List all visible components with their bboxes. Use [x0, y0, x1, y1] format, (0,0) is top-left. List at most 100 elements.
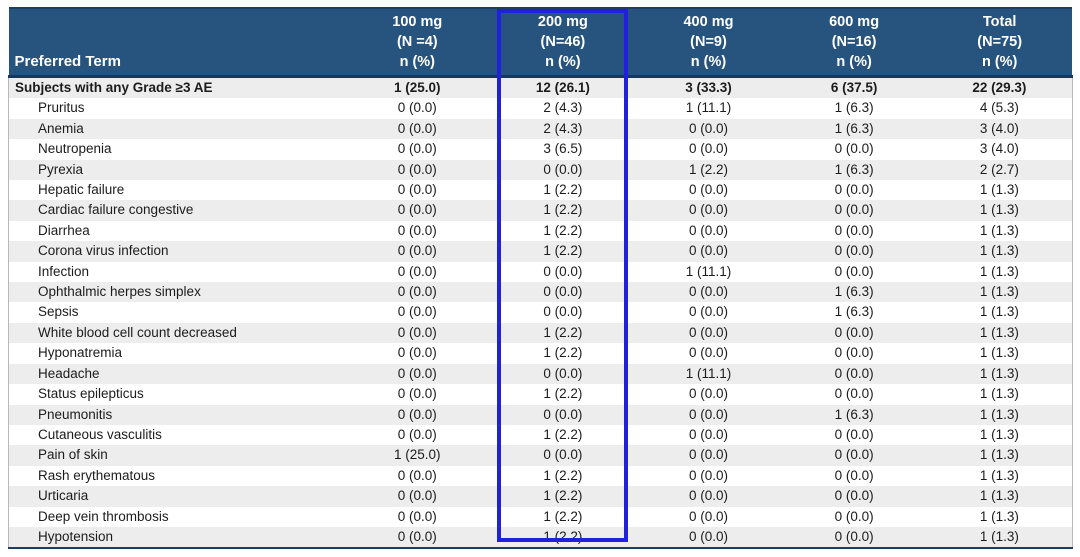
value-cell: 0 (0.0) [781, 241, 927, 262]
value-cell: 0 (0.0) [781, 322, 927, 344]
value-cell: 1 (2.2) [543, 222, 583, 238]
value-cell: 0 (0.0) [344, 404, 491, 425]
dose-label: Total [982, 14, 1017, 30]
preferred-term-cell: Anemia [8, 118, 345, 140]
value-cell: 1 (11.1) [635, 363, 782, 385]
value-cell: 1 (1.3) [926, 424, 1073, 446]
value-cell: 1 (11.1) [685, 263, 732, 279]
preferred-term-cell: Corona virus infection [8, 241, 345, 262]
value-cell: 0 (0.0) [834, 141, 874, 157]
value-cell: 1 (2.2) [543, 386, 583, 402]
table-row: Hyponatremia 0 (0.0) 1 (2.2) 0 (0.0) 0 (0.0)… [8, 343, 1073, 364]
value-cell: 0 (0.0) [397, 467, 437, 483]
n-label: (N=9) [690, 34, 727, 50]
n-label: (N=75) [977, 34, 1023, 50]
value-cell: 1 (1.3) [926, 180, 1073, 201]
unit-label: n (%) [981, 54, 1018, 70]
table-body: Subjects with any Grade ≥3 AE 1 (25.0) 12 … [8, 76, 1073, 550]
value-cell: 1 (2.2) [490, 322, 636, 344]
value-cell: 1 (1.3) [926, 343, 1073, 364]
preferred-term-cell: Sepsis [8, 302, 345, 323]
value-cell: 0 (0.0) [397, 386, 437, 402]
preferred-term-cell: Status epilepticus [8, 384, 345, 405]
value-cell: 0 (0.0) [635, 486, 782, 507]
value-cell: 0 (0.0) [543, 263, 583, 279]
value-cell: 1 (1.3) [926, 486, 1073, 507]
table-row: Pruritus 0 (0.0) 2 (4.3) 1 (11.1) 1 (6.3) 4 (… [8, 98, 1073, 119]
value-cell: 0 (0.0) [688, 222, 728, 238]
value-cell: 1 (2.2) [543, 508, 583, 524]
table-row: Sepsis 0 (0.0) 0 (0.0) 0 (0.0) 1 (6.3) 1 (1.3… [8, 302, 1073, 323]
value-cell: 0 (0.0) [688, 182, 728, 198]
unit-label: n (%) [545, 54, 581, 70]
table-row: Pneumonitis 0 (0.0) 0 (0.0) 0 (0.0) 1 (6.3) 1… [8, 404, 1073, 425]
preferred-term-cell: Neutropenia [8, 139, 345, 160]
value-cell: 1 (2.2) [490, 200, 636, 221]
value-cell: 1 (2.2) [490, 486, 636, 507]
value-cell: 2 (4.3) [490, 118, 636, 140]
value-cell: 3 (33.3) [635, 76, 782, 99]
value-cell: 0 (0.0) [543, 304, 583, 320]
value-cell: 0 (0.0) [834, 426, 874, 442]
table-row: Cutaneous vasculitis 0 (0.0) 1 (2.2) 0 (0.0… [8, 424, 1073, 446]
value-cell: 0 (0.0) [344, 526, 491, 550]
value-cell: 0 (0.0) [781, 445, 927, 466]
value-cell: 0 (0.0) [344, 486, 491, 507]
table-row: Deep vein thrombosis 0 (0.0) 1 (2.2) 0 (0.0… [8, 506, 1073, 527]
value-cell: 0 (0.0) [635, 200, 782, 221]
preferred-term-cell: Headache [8, 363, 345, 385]
value-cell: 0 (0.0) [397, 508, 437, 524]
header-row: Preferred Term 100 mg (N =4) n (%) 200 m… [8, 7, 1073, 78]
value-cell: 0 (0.0) [688, 426, 728, 442]
value-cell: 1 (2.2) [543, 345, 583, 361]
column-header-200mg: 200 mg (N=46) n (%) [490, 7, 636, 78]
value-cell: 1 (1.3) [926, 261, 1073, 283]
value-cell: 3 (4.0) [926, 139, 1073, 160]
value-cell: 0 (0.0) [688, 508, 728, 524]
dose-label: 400 mg [683, 14, 734, 30]
preferred-term-cell: Hepatic failure [8, 180, 345, 201]
value-cell: 1 (2.2) [543, 467, 583, 483]
preferred-term-cell: Deep vein thrombosis [8, 506, 345, 527]
value-cell: 1 (1.3) [926, 200, 1073, 221]
ae-table: Preferred Term 100 mg (N =4) n (%) 200 m… [8, 7, 1073, 550]
adverse-events-table: Preferred Term 100 mg (N =4) n (%) 200 m… [8, 7, 1073, 550]
value-cell: 22 (29.3) [926, 76, 1073, 99]
value-cell: 0 (0.0) [344, 118, 491, 140]
value-cell: 1 (1.3) [926, 465, 1073, 487]
preferred-term-cell: Cardiac failure congestive [8, 200, 345, 221]
value-cell: 0 (0.0) [397, 141, 437, 157]
value-cell: 3 (6.5) [543, 141, 583, 157]
preferred-term-cell: Cutaneous vasculitis [8, 424, 345, 446]
table-row: Hypotension 0 (0.0) 1 (2.2) 0 (0.0) 0 (0.0) 1… [8, 526, 1073, 550]
table-row: Subjects with any Grade ≥3 AE 1 (25.0) 12 … [8, 76, 1073, 99]
value-cell: 1 (1.3) [926, 404, 1073, 425]
value-cell: 2 (2.7) [926, 159, 1073, 181]
value-cell: 12 (26.1) [490, 76, 636, 99]
table-row: White blood cell count decreased 0 (0.0) 1… [8, 322, 1073, 344]
preferred-term-cell: Subjects with any Grade ≥3 AE [8, 76, 345, 99]
value-cell: 1 (2.2) [635, 159, 782, 181]
value-cell: 0 (0.0) [397, 345, 437, 361]
value-cell: 0 (0.0) [635, 404, 782, 425]
value-cell: 1 (6.3) [834, 304, 874, 320]
column-header-400mg: 400 mg (N=9) n (%) [635, 7, 782, 78]
value-cell: 0 (0.0) [781, 486, 927, 507]
value-cell: 0 (0.0) [344, 322, 491, 344]
preferred-term-cell: Pruritus [8, 98, 345, 119]
unit-label: n (%) [690, 54, 727, 70]
value-cell: 0 (0.0) [688, 386, 728, 402]
value-cell: 1 (6.3) [781, 404, 927, 425]
value-cell: 2 (4.3) [543, 100, 583, 116]
value-cell: 0 (0.0) [397, 263, 437, 279]
preferred-term-cell: Urticaria [8, 486, 345, 507]
value-cell: 1 (2.2) [543, 426, 583, 442]
value-cell: 0 (0.0) [635, 241, 782, 262]
value-cell: 0 (0.0) [834, 263, 874, 279]
value-cell: 1 (11.1) [685, 100, 732, 116]
table-row: Rash erythematous 0 (0.0) 1 (2.2) 0 (0.0) 0 … [8, 465, 1073, 487]
table-header: Preferred Term 100 mg (N =4) n (%) 200 m… [8, 7, 1073, 78]
value-cell: 0 (0.0) [834, 508, 874, 524]
n-label: (N =4) [396, 34, 438, 50]
dose-label: 100 mg [392, 14, 443, 30]
